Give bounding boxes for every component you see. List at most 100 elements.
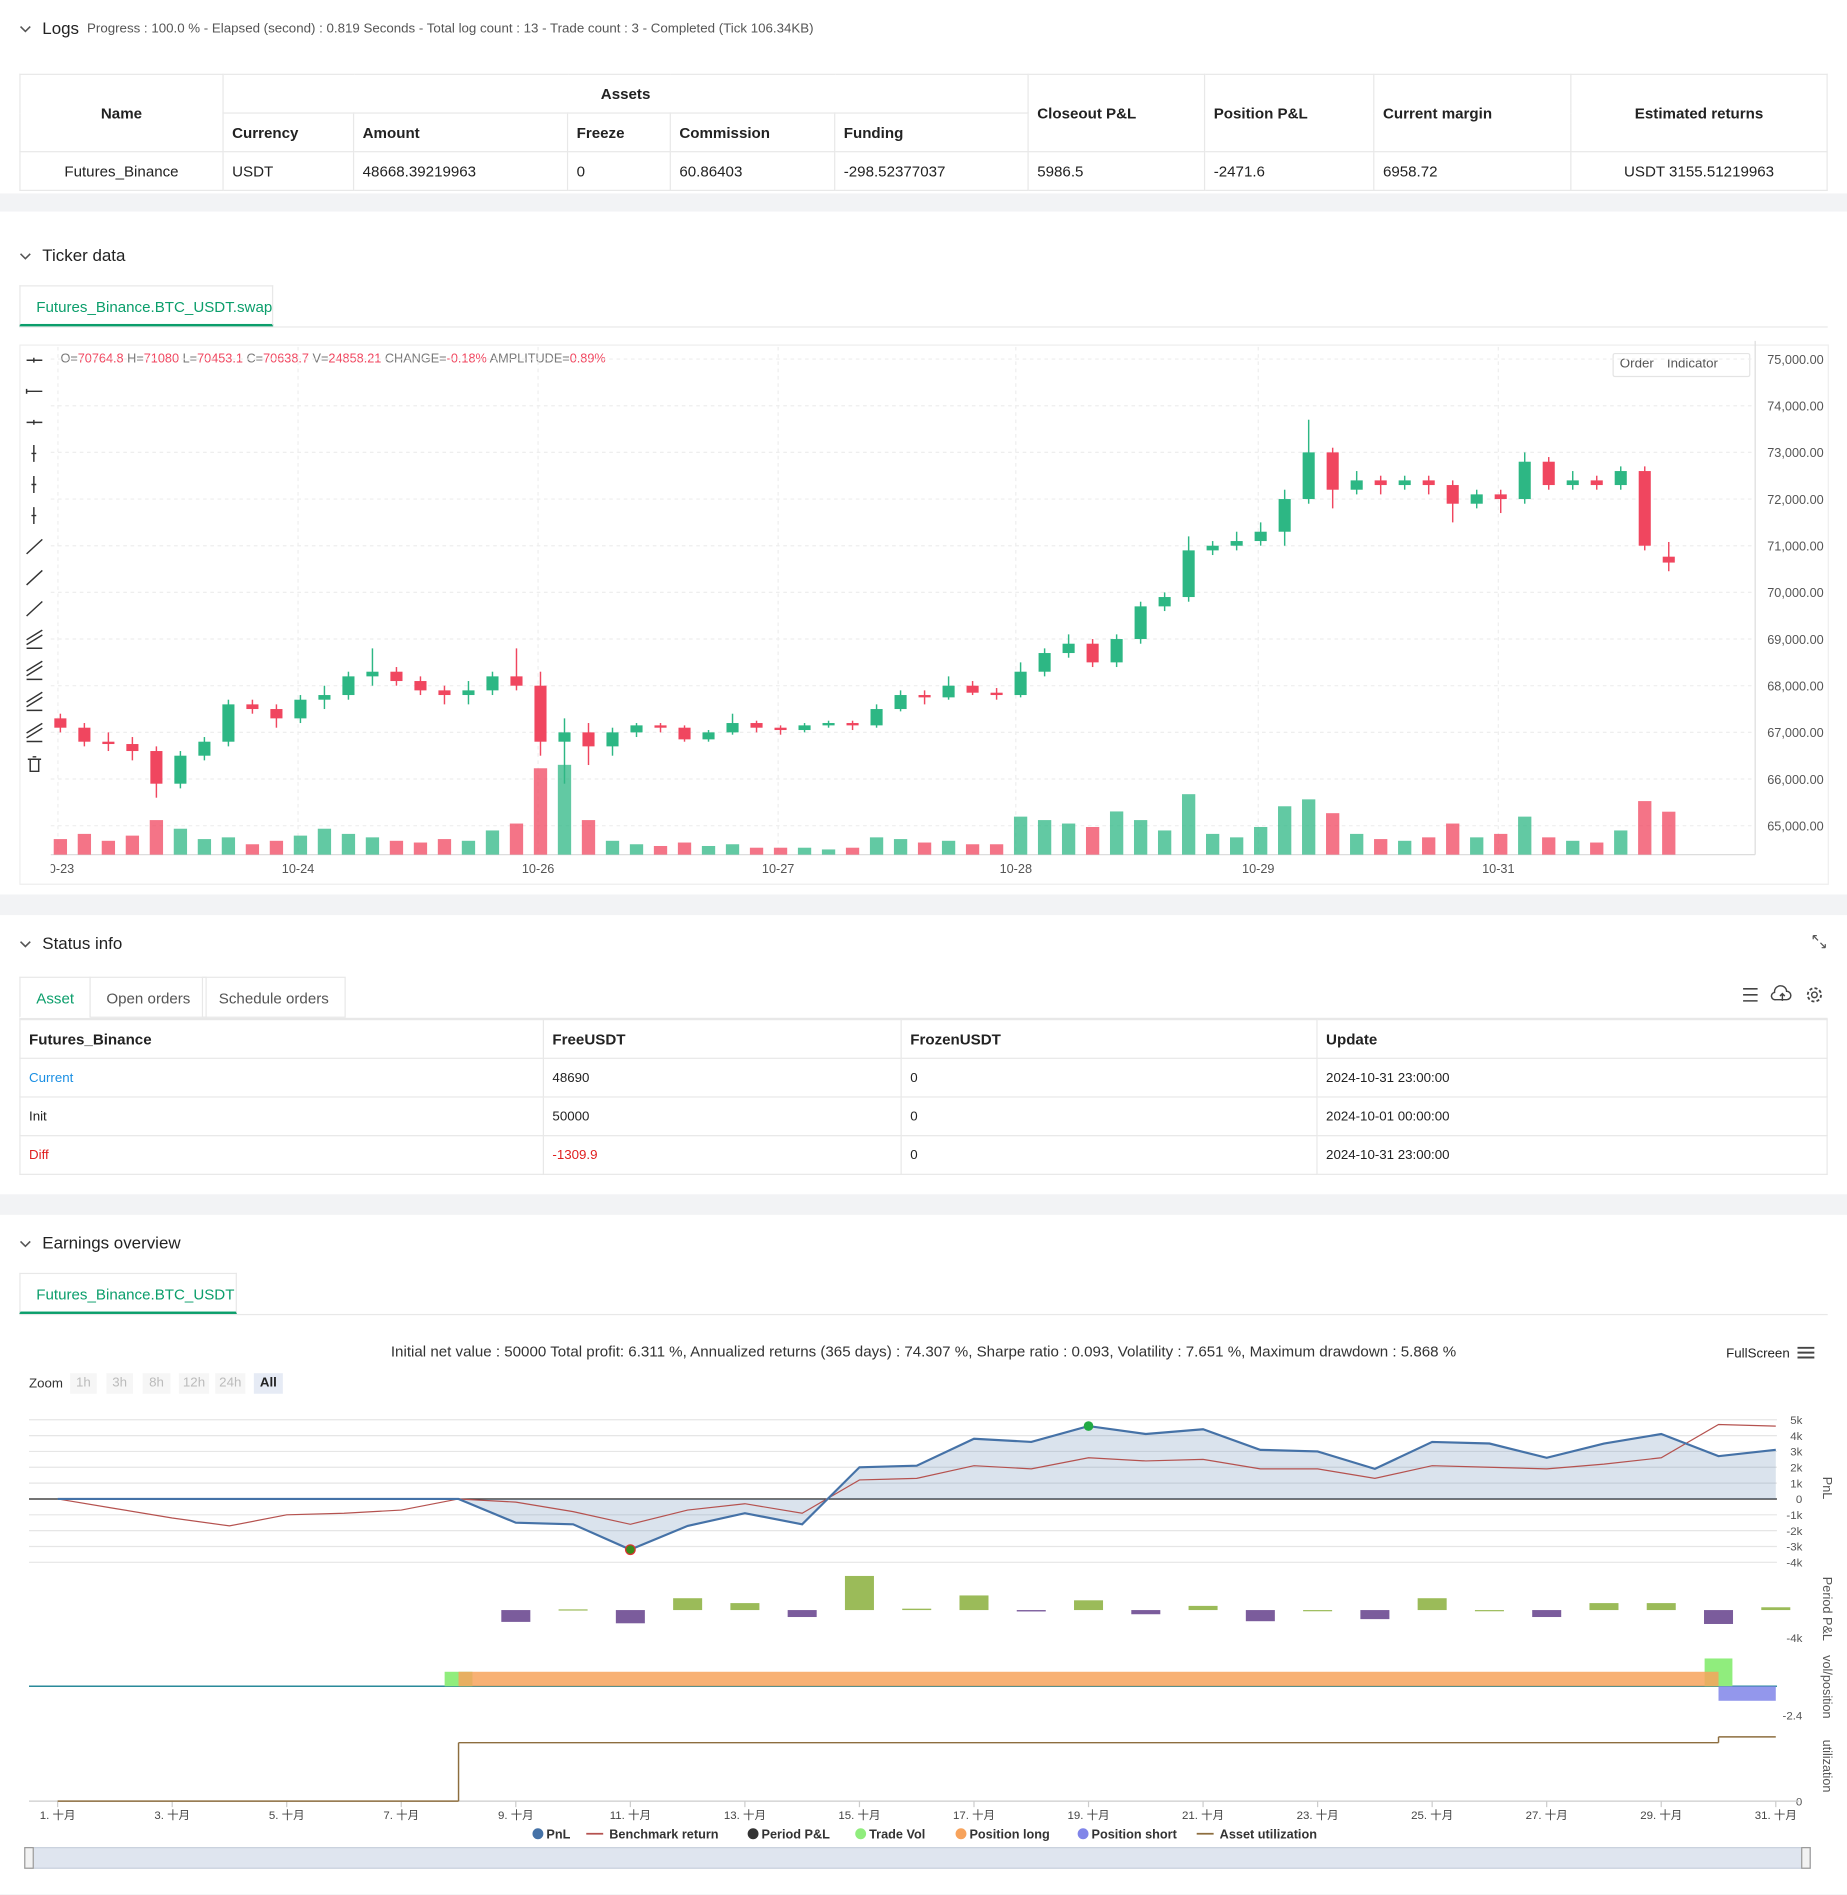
candle-body: [966, 685, 979, 693]
volume-bar: [1254, 826, 1268, 855]
zoom-button[interactable]: 1h: [70, 1373, 97, 1394]
tool-glyph: [26, 722, 43, 743]
y-tick-label: -4k: [1786, 1633, 1802, 1645]
position-short: [1718, 1686, 1776, 1701]
candle-body: [870, 709, 883, 726]
ticker-section: Ticker data Futures_Binance.BTC_USDT.swa…: [0, 211, 1847, 895]
candle-body: [990, 692, 1003, 696]
collapse-icon[interactable]: [19, 23, 31, 35]
y-tick-label: 72,000.00: [1767, 493, 1823, 507]
tool-icon: [26, 357, 43, 363]
period-bar: [959, 1595, 989, 1611]
header-cell: Current margin: [1373, 73, 1572, 153]
table-tools[interactable]: [1741, 985, 1828, 1004]
y-tick-label: 68,000.00: [1767, 680, 1823, 694]
period-bar: [902, 1608, 932, 1611]
candle-body: [198, 741, 211, 756]
cell: 0: [566, 151, 671, 191]
volume-bar: [1638, 801, 1652, 855]
volume-bar: [173, 828, 188, 855]
tool-glyph: [26, 600, 43, 617]
candle-body: [390, 671, 403, 682]
y-tick-label: -3k: [1786, 1542, 1802, 1554]
indicator-button[interactable]: Indicator: [1666, 356, 1718, 372]
legend-label: Trade Vol: [869, 1828, 925, 1842]
schedule-tab[interactable]: Schedule orders: [201, 976, 346, 1018]
y-tick-label: -1k: [1786, 1510, 1802, 1522]
x-tick-label: 29. 十月: [1640, 1808, 1682, 1822]
menu-icon[interactable]: [1797, 1345, 1815, 1360]
volume-bar: [1422, 837, 1436, 855]
header-cell: Currency: [222, 112, 355, 153]
assets-table: Name Assets Closeout P&L Position P&L Curren…: [19, 73, 1828, 191]
volume-bar: [197, 839, 212, 855]
collapse-icon[interactable]: [19, 250, 31, 262]
volume-bar: [701, 845, 716, 855]
volume-bar: [1037, 820, 1052, 855]
zoom-label: Zoom: [29, 1376, 64, 1392]
volume-bar: [557, 764, 572, 855]
volume-bar: [917, 842, 932, 855]
cell: 48668.39219963: [352, 151, 569, 191]
volume-bar: [1470, 837, 1484, 855]
cell: 0: [900, 1057, 1318, 1098]
collapse-icon[interactable]: [19, 1238, 31, 1250]
panel-title: PnL: [1820, 1477, 1834, 1500]
candle-body: [798, 725, 811, 731]
navigator-handle[interactable]: [24, 1847, 34, 1869]
tool-glyph: [26, 357, 43, 363]
logs-section: Logs Progress : 100.0 % - Elapsed (secon…: [0, 0, 1847, 194]
earnings-tab[interactable]: Futures_Binance.BTC_USDT: [19, 1272, 237, 1314]
tool-glyph: [31, 507, 37, 525]
volume-bar: [1542, 837, 1556, 855]
candle-body: [1134, 606, 1147, 640]
candle-body: [582, 732, 595, 747]
order-button[interactable]: Order: [1619, 356, 1654, 372]
candle-body: [702, 732, 715, 740]
candle-body: [1062, 643, 1075, 654]
zoom-button[interactable]: 3h: [106, 1373, 133, 1394]
volume-bar: [245, 844, 260, 855]
x-tick-label: 1. 十月: [40, 1808, 76, 1822]
candle-body: [1398, 480, 1411, 486]
legend-label: Asset utilization: [1220, 1828, 1317, 1842]
period-bar: [1589, 1603, 1619, 1611]
fullscreen-button[interactable]: FullScreen: [1726, 1346, 1790, 1362]
expand-icon[interactable]: [1812, 934, 1827, 949]
asset-tab[interactable]: Asset: [19, 976, 91, 1018]
zoom-button[interactable]: 24h: [215, 1373, 246, 1394]
candle-body: [366, 671, 379, 677]
tab-divider: [19, 1313, 1828, 1316]
cell: 5986.5: [1027, 151, 1206, 191]
legend-symbol: [1077, 1828, 1089, 1840]
candle-body: [1278, 499, 1291, 532]
cell: 2024-10-31 23:00:00: [1316, 1135, 1828, 1175]
zoom-button[interactable]: 12h: [178, 1373, 210, 1394]
candle-body: [1110, 639, 1123, 663]
position-long: [458, 1671, 1719, 1687]
x-tick-label: 13. 十月: [724, 1808, 766, 1822]
candle-body: [822, 723, 835, 726]
zoom-button[interactable]: 8h: [142, 1373, 171, 1394]
cell: Futures_Binance: [19, 151, 224, 191]
volume-bar: [1061, 823, 1076, 855]
candle-body: [1494, 494, 1507, 500]
zoom-button[interactable]: All: [253, 1373, 283, 1394]
volume-bar: [629, 844, 644, 855]
navigator-handle[interactable]: [1801, 1847, 1811, 1869]
tool-glyph: [27, 756, 42, 773]
period-bar: [1016, 1610, 1046, 1612]
volume-bar: [1302, 799, 1316, 855]
tool-icon: [26, 600, 43, 617]
ticker-tab[interactable]: Futures_Binance.BTC_USDT.swap: [19, 285, 274, 327]
orders-tab[interactable]: Open orders: [89, 976, 208, 1018]
tool-glyph: [31, 444, 37, 462]
collapse-icon[interactable]: [19, 938, 31, 950]
candle-body: [726, 723, 739, 733]
max-marker: [1083, 1421, 1094, 1431]
legend-label: Period P&L: [762, 1828, 831, 1842]
tool-icon: [31, 476, 37, 493]
volume-bar: [1350, 833, 1364, 855]
volume-bar: [125, 835, 140, 855]
